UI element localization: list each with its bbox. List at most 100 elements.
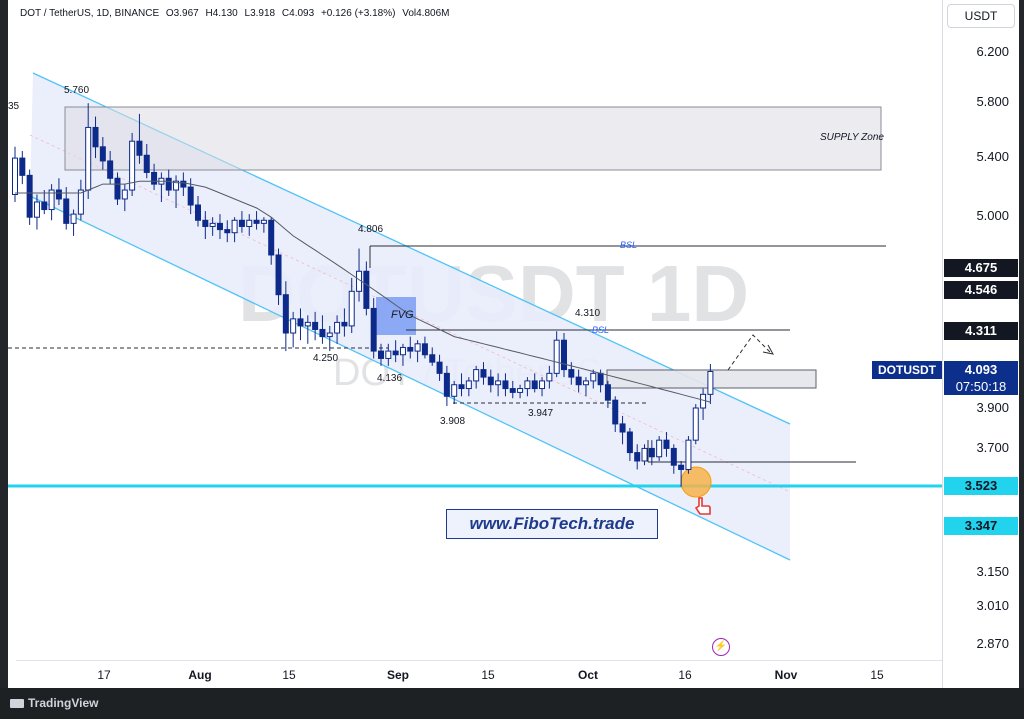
channel-mid-line [29, 134, 791, 493]
candle-body [634, 452, 641, 462]
candle [55, 178, 62, 206]
price-badge: 4.546 [944, 281, 1018, 299]
candle [290, 311, 297, 348]
currency-button[interactable]: USDT [947, 4, 1015, 28]
candle [531, 373, 538, 393]
candle-body [326, 332, 333, 338]
candle-body [209, 222, 216, 227]
candle-body [590, 372, 597, 382]
candle [612, 396, 619, 433]
candle [48, 184, 55, 221]
candle-body [253, 219, 260, 224]
candle [495, 373, 502, 397]
channel-lower-line [29, 195, 791, 561]
price-label-4806: 4.806 [358, 224, 384, 235]
candle-body [48, 189, 55, 211]
candle-body [641, 447, 648, 462]
price-axis[interactable]: USDT 6.200 5.800 5.400 5.000 3.900 3.700 3.150… [942, 0, 1019, 688]
candle [246, 214, 253, 236]
candle-body [692, 407, 699, 441]
candle-body [421, 343, 428, 356]
candle-body [55, 189, 62, 200]
candle-body [231, 219, 238, 234]
candle [209, 217, 216, 236]
candle-body [451, 384, 458, 397]
price-label-4250: 4.250 [313, 353, 339, 364]
candle-body [700, 393, 707, 409]
candle [604, 380, 611, 408]
candle-body [663, 439, 670, 449]
legend-symbol[interactable]: DOT / TetherUS, 1D, BINANCE [20, 8, 160, 19]
candle [114, 172, 121, 206]
time-tick: Sep [386, 668, 410, 682]
candle-body [575, 376, 582, 386]
candle-body [92, 126, 99, 148]
candle [407, 336, 414, 359]
time-axis[interactable]: 17 Aug 15 Sep 15 Oct 16 Nov 15 [16, 660, 942, 688]
candle [451, 380, 458, 405]
supply-zone-box [64, 106, 882, 171]
candle [202, 211, 209, 240]
candle [26, 169, 33, 225]
candle-body [238, 219, 245, 227]
candle-body [26, 174, 33, 218]
tradingview-logo[interactable]: TradingView [10, 696, 98, 710]
candle [414, 340, 421, 363]
candle [253, 211, 260, 230]
price-label-4136: 4.136 [377, 373, 403, 384]
candle-body [619, 423, 626, 433]
candle-body [626, 431, 633, 454]
candle [473, 365, 480, 389]
price-label-3947: 3.947 [528, 408, 554, 419]
bar-countdown: 07:50:18 [955, 379, 1007, 394]
candle [561, 333, 567, 378]
candle-body [604, 384, 611, 401]
candle-body [443, 372, 450, 397]
time-tick: 15 [870, 668, 884, 682]
candle-body [63, 198, 70, 224]
candle-body [568, 369, 575, 378]
candle [297, 308, 304, 341]
candle-body [707, 370, 714, 395]
candle-body [597, 372, 604, 386]
candle-body [473, 369, 480, 382]
chart-legend: DOT / TetherUS, 1D, BINANCE O3.967 H4.13… [20, 8, 453, 19]
time-tick: 15 [481, 668, 495, 682]
candle-body [414, 343, 421, 352]
candle-body [517, 388, 524, 393]
candle [63, 187, 70, 230]
candle-body [260, 219, 267, 224]
candle [436, 354, 443, 381]
candle-body [33, 201, 40, 218]
candle [590, 369, 597, 389]
candle [480, 362, 487, 385]
candle [634, 444, 641, 470]
candle-body [502, 380, 509, 390]
candle-body [312, 321, 319, 330]
candle [524, 377, 531, 397]
candle-body [385, 350, 392, 359]
candle [143, 144, 150, 179]
candle [575, 369, 582, 393]
candle [582, 377, 589, 397]
candle [370, 298, 377, 359]
candle-body [465, 380, 472, 390]
candle [378, 343, 384, 366]
legend-volume: Vol4.806M [402, 8, 450, 19]
candle [546, 365, 553, 389]
chart-plot-area[interactable]: DOT / TetherUS, 1D, BINANCE O3.967 H4.13… [8, 0, 942, 688]
candle [92, 116, 99, 159]
price-label-5760: 5.760 [64, 85, 90, 96]
candle-body [70, 213, 77, 224]
candle-body [363, 270, 370, 309]
candle-body [187, 186, 194, 206]
time-tick: Aug [188, 668, 212, 682]
candle [334, 315, 341, 344]
candle [195, 195, 201, 227]
replay-lightning-icon[interactable]: ⚡ [712, 638, 730, 656]
current-price-value: 4.093 [964, 362, 998, 377]
candle [41, 190, 48, 215]
candle-body [648, 447, 655, 458]
candle-body [319, 328, 326, 338]
candle [107, 151, 114, 185]
